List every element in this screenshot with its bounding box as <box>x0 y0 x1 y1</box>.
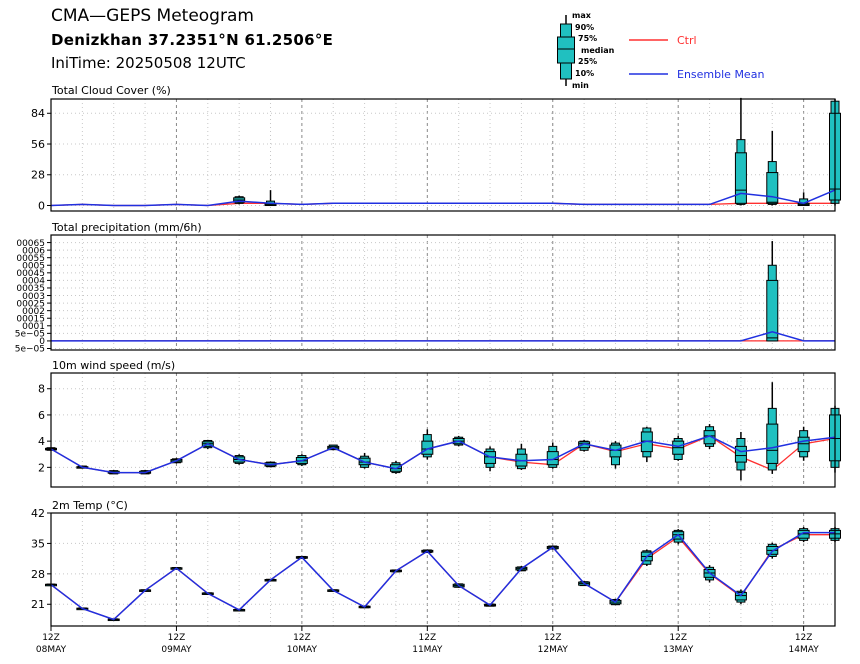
y-tick-label: 28 <box>31 568 45 581</box>
y-tick-label: 0005 <box>22 262 45 272</box>
x-tick-label-hour: 12Z <box>168 633 186 643</box>
x-tick-label-hour: 12Z <box>419 633 437 643</box>
x-tick-label-hour: 12Z <box>669 633 687 643</box>
panel-title: 2m Temp (°C) <box>52 499 128 512</box>
mean-line <box>50 189 836 207</box>
y-tick-label: 84 <box>31 107 45 120</box>
y-tick-label: 4 <box>38 435 45 448</box>
box-inner <box>766 279 779 342</box>
panel-frame <box>50 98 836 212</box>
y-tick-label: 00055 <box>16 254 45 264</box>
y-tick-label: 0 <box>39 337 45 347</box>
legend-stat-label: min <box>572 81 589 90</box>
y-tick-label: 5e−05 <box>15 330 45 340</box>
y-tick-label: 35 <box>31 537 45 550</box>
panel-title: 10m wind speed (m/s) <box>52 359 175 372</box>
box-inner <box>766 172 779 204</box>
legend-mean-label: Ensemble Mean <box>677 68 764 81</box>
y-tick-label: 0006 <box>22 246 45 256</box>
box-inner <box>734 445 747 463</box>
init-time-label: IniTime: 20250508 12UTC <box>51 54 246 72</box>
y-tick-label: 42 <box>31 507 45 520</box>
x-tick-label-hour: 12Z <box>795 633 813 643</box>
panel-title: Total precipitation (mm/6h) <box>51 221 202 234</box>
x-tick-label-date: 11MAY <box>412 645 443 655</box>
legend-stat-label: 10% <box>575 69 594 78</box>
legend-ctrl-label: Ctrl <box>677 34 697 47</box>
x-tick-label-date: 10MAY <box>287 645 318 655</box>
x-tick-label-date: 14MAY <box>789 645 820 655</box>
box-inner <box>546 451 559 466</box>
mean-line <box>50 531 835 621</box>
y-tick-label: 00035 <box>16 284 45 294</box>
panel-frame <box>50 234 836 351</box>
y-tick-label: 00025 <box>16 299 45 309</box>
box-inner <box>734 152 747 204</box>
x-tick-label-date: 12MAY <box>538 645 569 655</box>
x-tick-label-hour: 12Z <box>544 633 562 643</box>
legend-box-inner <box>557 36 575 64</box>
legend-stat-label: median <box>581 46 615 55</box>
y-tick-label: 0003 <box>22 292 45 302</box>
y-tick-label: 0 <box>38 199 45 212</box>
legend-stat-label: max <box>572 11 592 20</box>
y-tick-label: 00045 <box>16 269 45 279</box>
legend-stat-label: 25% <box>578 57 597 66</box>
y-tick-label: 21 <box>31 598 45 611</box>
box-inner <box>797 436 810 453</box>
y-tick-label: 0002 <box>22 307 45 317</box>
panel-title: Total Cloud Cover (%) <box>51 84 171 97</box>
legend-stat-label: 75% <box>578 34 597 43</box>
y-tick-label: 5e−05 <box>15 345 45 355</box>
legend-stat-label: 90% <box>575 23 594 32</box>
mean-line <box>51 331 835 342</box>
x-tick-label-date: 13MAY <box>663 645 694 655</box>
location-label: Denizkhan 37.2351°N 61.2506°E <box>51 31 334 49</box>
ctrl-line <box>50 534 835 621</box>
x-tick-label-date: 09MAY <box>161 645 192 655</box>
y-tick-label: 56 <box>31 138 45 151</box>
mean-line <box>50 435 836 474</box>
y-tick-label: 6 <box>38 409 45 422</box>
y-tick-label: 0004 <box>22 277 45 287</box>
x-tick-label-date: 08MAY <box>36 645 67 655</box>
x-tick-label-hour: 12Z <box>293 633 311 643</box>
y-tick-label: 0001 <box>22 322 45 332</box>
chart-title: CMA—GEPS Meteogram <box>51 6 254 26</box>
y-tick-label: 8 <box>38 383 45 396</box>
x-tick-label-hour: 12Z <box>42 633 60 643</box>
y-tick-label: 28 <box>31 169 45 182</box>
y-tick-label: 00065 <box>16 239 45 249</box>
box-inner <box>766 423 779 464</box>
panel-frame <box>50 372 836 488</box>
y-tick-label: 00015 <box>16 314 45 324</box>
y-tick-label: 2 <box>38 461 45 474</box>
panel-frame <box>50 512 836 627</box>
